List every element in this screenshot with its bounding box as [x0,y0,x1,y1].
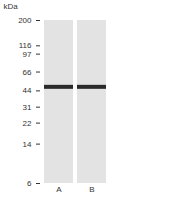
svg-text:44: 44 [23,86,32,95]
svg-text:14: 14 [23,140,32,149]
svg-text:200: 200 [18,16,32,25]
svg-text:66: 66 [23,68,32,77]
svg-text:B: B [89,185,94,194]
svg-text:97: 97 [23,50,32,59]
svg-text:A: A [56,185,62,194]
svg-text:kDa: kDa [4,2,19,11]
svg-text:22: 22 [23,119,32,128]
svg-text:116: 116 [19,41,32,50]
svg-text:6: 6 [27,179,32,188]
svg-text:31: 31 [23,103,32,112]
